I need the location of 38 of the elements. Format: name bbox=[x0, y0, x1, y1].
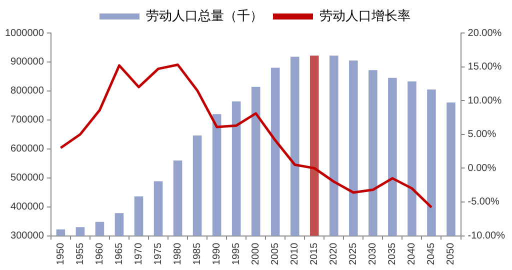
legend-label: 劳动人口增长率 bbox=[320, 8, 410, 23]
x-tick-label: 1950 bbox=[55, 242, 66, 266]
x-tick-label: 2010 bbox=[290, 242, 301, 266]
x-tick-label: 2045 bbox=[426, 242, 438, 266]
x-tick-label: 2020 bbox=[328, 242, 340, 266]
x-tick-label: 1975 bbox=[153, 242, 164, 266]
y2-tick-label: -10.00% bbox=[468, 230, 506, 242]
y2-tick-label: 20.00% bbox=[468, 28, 502, 39]
y2-tick-label: 15.00% bbox=[468, 62, 502, 73]
y2-tick-label: 5.00% bbox=[468, 129, 496, 140]
x-tick-label: 1985 bbox=[192, 242, 204, 266]
x-tick-label: 2005 bbox=[270, 242, 282, 266]
x-tick-label: 2015 bbox=[309, 242, 320, 266]
y-tick-label: 700000 bbox=[10, 114, 44, 126]
y-tick-label: 400000 bbox=[10, 202, 44, 213]
x-tick-label: 1970 bbox=[134, 242, 144, 266]
y-tick-label: 300000 bbox=[10, 230, 44, 242]
x-tick-label: 1960 bbox=[94, 242, 106, 266]
y2-tick-label: 0.00% bbox=[468, 162, 496, 174]
x-tick-label: 1990 bbox=[212, 242, 223, 266]
x-tick-label: 2035 bbox=[387, 242, 398, 266]
x-tick-label: 1995 bbox=[231, 242, 242, 266]
x-tick-label: 2050 bbox=[446, 242, 457, 266]
y-tick-label: 500000 bbox=[10, 172, 44, 184]
x-tick-label: 2025 bbox=[348, 242, 360, 266]
x-tick-label: 2040 bbox=[406, 242, 418, 266]
y-tick-label: 600000 bbox=[10, 144, 44, 155]
x-tick-label: 1980 bbox=[172, 242, 184, 266]
x-tick-label: 2030 bbox=[368, 242, 379, 266]
y-tick-label: 800000 bbox=[10, 86, 44, 97]
y-tick-label: 900000 bbox=[10, 56, 44, 68]
y-tick-label: 1000000 bbox=[4, 28, 44, 39]
y2-tick-label: -5.00% bbox=[468, 196, 500, 208]
x-tick-label: 1955 bbox=[74, 242, 86, 266]
x-tick-label: 1965 bbox=[114, 242, 125, 266]
legend-label: 劳动人口总量（千） bbox=[146, 8, 263, 23]
y2-tick-label: 10.00% bbox=[468, 95, 502, 106]
x-tick-label: 2000 bbox=[250, 242, 262, 266]
